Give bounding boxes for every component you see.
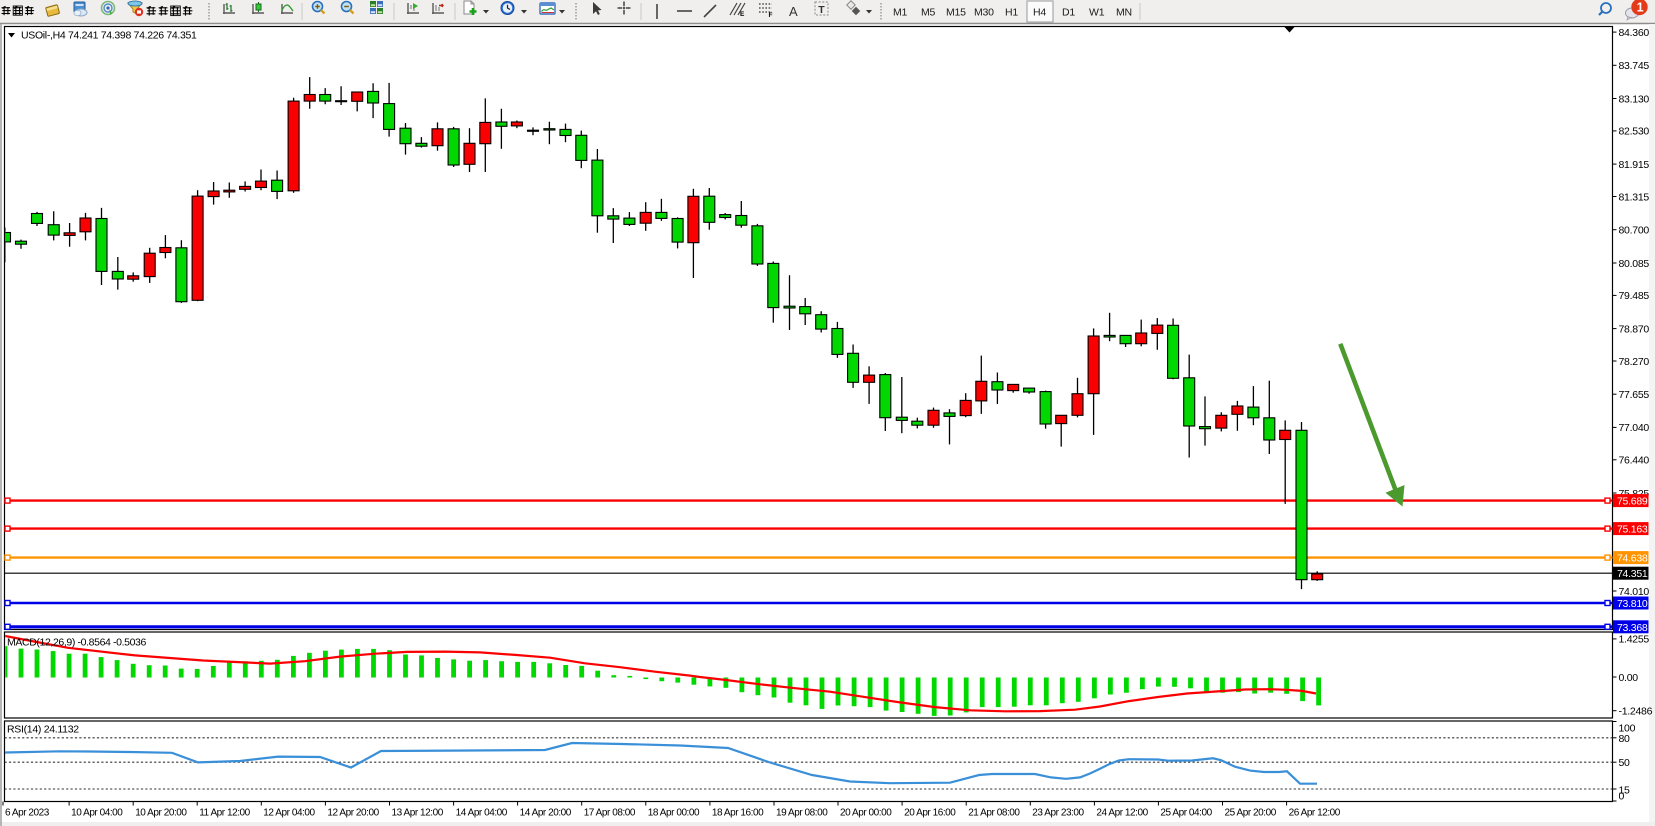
svg-text:14 Apr 20:00: 14 Apr 20:00 <box>520 808 572 819</box>
svg-text:0.00: 0.00 <box>1619 672 1639 684</box>
svg-text:17 Apr 08:00: 17 Apr 08:00 <box>584 808 636 819</box>
svg-text:12 Apr 20:00: 12 Apr 20:00 <box>327 808 379 819</box>
svg-text:H4: H4 <box>1033 7 1046 19</box>
svg-text:25 Apr 04:00: 25 Apr 04:00 <box>1160 808 1212 819</box>
svg-text:82.530: 82.530 <box>1619 126 1650 138</box>
svg-text:M1: M1 <box>893 7 908 19</box>
svg-text:M30: M30 <box>974 7 994 19</box>
svg-text:A: A <box>789 4 798 19</box>
svg-text:12 Apr 04:00: 12 Apr 04:00 <box>263 808 315 819</box>
svg-text:73.368: 73.368 <box>1617 622 1648 634</box>
svg-text:84.360: 84.360 <box>1619 27 1650 39</box>
svg-text:74.638: 74.638 <box>1617 553 1648 565</box>
svg-text:RSI(14) 24.1132: RSI(14) 24.1132 <box>7 724 79 736</box>
svg-text:W1: W1 <box>1089 7 1105 19</box>
svg-text:74.351: 74.351 <box>1617 568 1648 580</box>
svg-text:80: 80 <box>1619 733 1631 745</box>
svg-text:75.163: 75.163 <box>1617 524 1648 536</box>
svg-text:18 Apr 00:00: 18 Apr 00:00 <box>648 808 700 819</box>
svg-text:14 Apr 04:00: 14 Apr 04:00 <box>456 808 508 819</box>
svg-text:75.689: 75.689 <box>1617 496 1648 508</box>
svg-text:MN: MN <box>1116 7 1132 19</box>
svg-text:6 Apr 2023: 6 Apr 2023 <box>5 808 50 819</box>
svg-text:24 Apr 12:00: 24 Apr 12:00 <box>1096 808 1148 819</box>
svg-text:100: 100 <box>1619 723 1636 735</box>
svg-text:73.810: 73.810 <box>1617 598 1648 610</box>
svg-text:19 Apr 08:00: 19 Apr 08:00 <box>776 808 828 819</box>
svg-text:79.485: 79.485 <box>1619 290 1650 302</box>
svg-text:18 Apr 16:00: 18 Apr 16:00 <box>712 808 764 819</box>
svg-text:10 Apr 04:00: 10 Apr 04:00 <box>71 808 123 819</box>
svg-text:M15: M15 <box>946 7 966 19</box>
svg-text:81.915: 81.915 <box>1619 159 1650 171</box>
svg-text:83.130: 83.130 <box>1619 93 1650 105</box>
svg-text:USOil-,H4 74.241 74.398 74.22: USOil-,H4 74.241 74.398 74.226 74.351 <box>21 29 197 41</box>
svg-text:M5: M5 <box>921 7 936 19</box>
svg-text:77.655: 77.655 <box>1619 389 1650 401</box>
svg-text:77.040: 77.040 <box>1619 422 1650 434</box>
svg-text:-1.2486: -1.2486 <box>1619 706 1653 718</box>
svg-text:11 Apr 12:00: 11 Apr 12:00 <box>199 808 250 819</box>
svg-text:78.270: 78.270 <box>1619 356 1650 368</box>
svg-text:E: E <box>740 11 745 18</box>
svg-text:20 Apr 00:00: 20 Apr 00:00 <box>840 808 892 819</box>
svg-text:15: 15 <box>1619 785 1631 797</box>
svg-text:50: 50 <box>1619 757 1631 769</box>
svg-text:80.700: 80.700 <box>1619 225 1650 237</box>
svg-text:74.010: 74.010 <box>1619 586 1650 598</box>
svg-text:80.085: 80.085 <box>1619 258 1650 270</box>
svg-text:76.440: 76.440 <box>1619 455 1650 467</box>
svg-text:78.870: 78.870 <box>1619 323 1650 335</box>
svg-text:F: F <box>769 12 773 19</box>
svg-text:1.4255: 1.4255 <box>1619 634 1650 646</box>
svg-text:26 Apr 12:00: 26 Apr 12:00 <box>1289 808 1341 819</box>
svg-text:1: 1 <box>1637 0 1644 14</box>
svg-text:D1: D1 <box>1062 7 1075 19</box>
svg-text:13 Apr 12:00: 13 Apr 12:00 <box>392 808 444 819</box>
svg-text:23 Apr 23:00: 23 Apr 23:00 <box>1032 808 1084 819</box>
svg-text:T: T <box>818 4 825 16</box>
svg-text:81.315: 81.315 <box>1619 191 1650 203</box>
svg-text:0: 0 <box>1619 791 1625 803</box>
svg-text:83.745: 83.745 <box>1619 60 1650 72</box>
svg-text:MACD(12,26,9) -0.8564 -0.5036: MACD(12,26,9) -0.8564 -0.5036 <box>7 637 147 649</box>
svg-text:H1: H1 <box>1005 7 1018 19</box>
svg-text:21 Apr 08:00: 21 Apr 08:00 <box>968 808 1020 819</box>
svg-text:10 Apr 20:00: 10 Apr 20:00 <box>135 808 187 819</box>
svg-text:25 Apr 20:00: 25 Apr 20:00 <box>1225 808 1277 819</box>
svg-text:20 Apr 16:00: 20 Apr 16:00 <box>904 808 956 819</box>
